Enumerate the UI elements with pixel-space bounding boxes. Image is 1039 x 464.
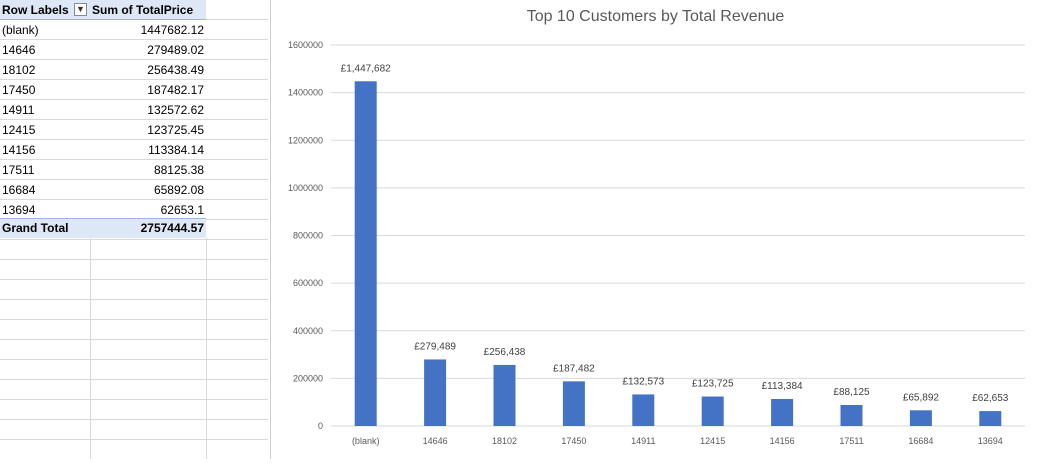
pivot-row-label[interactable]: 13694 [2, 203, 36, 217]
pivot-row-value[interactable]: 256438.49 [147, 63, 204, 77]
bar[interactable] [424, 359, 447, 426]
grid-line [0, 260, 268, 280]
y-tick-label: 1000000 [288, 183, 323, 193]
y-tick-label: 1200000 [288, 135, 323, 145]
pivot-row-label[interactable]: 17450 [2, 83, 36, 97]
chart-title: Top 10 Customers by Total Revenue [526, 8, 785, 25]
data-label: £65,892 [903, 392, 940, 403]
pivot-row-value[interactable]: 62653.1 [160, 203, 204, 217]
grid-line [0, 140, 268, 160]
data-label: £62,653 [972, 393, 1009, 404]
x-tick-label: 18102 [492, 436, 517, 446]
filter-sort-icon[interactable]: ▼ [74, 3, 87, 16]
grid-line [0, 220, 268, 240]
bar-chart: 0 200000 400000 600000 800000 1000000 1200000 1… [288, 40, 1025, 446]
pivot-row-value[interactable]: 88125.38 [153, 163, 204, 177]
x-tick-label: 12415 [700, 436, 725, 446]
grid-line [0, 360, 268, 380]
grid-column-line [90, 238, 91, 459]
bar[interactable] [701, 396, 724, 426]
row-labels-header[interactable]: Row Labels [2, 3, 69, 17]
grid-line [0, 180, 268, 200]
grid-line [0, 320, 268, 340]
bar[interactable] [840, 405, 863, 426]
y-tick-label: 1600000 [288, 40, 323, 50]
grid-line [0, 420, 268, 440]
pivot-row-value[interactable]: 123725.45 [147, 123, 204, 137]
grid-line [0, 20, 268, 40]
bar[interactable] [771, 399, 794, 426]
y-tick-label: 600000 [293, 278, 323, 288]
data-label: £1,447,682 [341, 63, 391, 74]
pivot-header-row [0, 0, 206, 20]
grid-line [0, 380, 268, 400]
data-label: £88,125 [833, 387, 870, 398]
pivot-row-value[interactable]: 65892.08 [153, 183, 204, 197]
y-tick-label: 200000 [293, 373, 323, 383]
grid-line [0, 60, 268, 80]
data-label: £256,438 [484, 347, 526, 358]
pivot-row-value[interactable]: 113384.14 [148, 143, 204, 157]
bar[interactable] [909, 410, 932, 426]
y-tick-label: 400000 [293, 326, 323, 336]
x-tick-label: 17511 [839, 436, 863, 446]
grand-total-value: 2757444.57 [140, 221, 204, 235]
grand-total-row [0, 218, 206, 238]
data-label: £187,482 [553, 363, 595, 374]
x-tick-label: 13694 [978, 436, 1003, 446]
pivot-table: Row Labels ▼ Sum of TotalPrice (blank) 14… [0, 0, 268, 459]
pivot-row-value[interactable]: 1447682.12 [140, 23, 204, 37]
pivot-row-label[interactable]: 16684 [2, 183, 36, 197]
y-tick-label: 0 [318, 421, 323, 431]
x-tick-label: 17450 [561, 436, 586, 446]
bar[interactable] [632, 394, 655, 426]
grid-line [0, 160, 268, 180]
grid-line [0, 300, 268, 320]
pivot-row-label[interactable]: 17511 [2, 163, 35, 177]
sum-header[interactable]: Sum of TotalPrice [92, 3, 194, 17]
pivot-row-label[interactable]: 14646 [2, 43, 36, 57]
grid-line [0, 40, 268, 60]
data-label: £279,489 [414, 341, 456, 352]
grid-line [0, 400, 268, 420]
data-label: £123,725 [692, 379, 734, 390]
grid-line [0, 240, 268, 260]
pivot-row-label[interactable]: 12415 [2, 123, 36, 137]
x-tick-label: 14646 [423, 436, 448, 446]
pivot-row-label[interactable]: 14156 [2, 143, 36, 157]
data-label: £132,573 [622, 376, 664, 387]
pivot-row-value[interactable]: 187482.17 [147, 83, 204, 97]
grid-line [0, 80, 268, 100]
pivot-row-label[interactable]: 14911 [2, 103, 35, 117]
grid-line [0, 100, 268, 120]
grand-total-label: Grand Total [2, 221, 69, 235]
pivot-row-label[interactable]: 18102 [2, 63, 36, 77]
y-tick-label: 800000 [293, 231, 323, 241]
grid-line [0, 280, 268, 300]
bar[interactable] [354, 81, 377, 427]
bar[interactable] [979, 411, 1002, 426]
grid-column-line [206, 238, 207, 459]
pivot-row-value[interactable]: 279489.02 [147, 43, 204, 57]
x-tick-label: 16684 [908, 436, 933, 446]
pivot-row-label[interactable]: (blank) [2, 23, 39, 37]
grid-line [0, 340, 268, 360]
bar[interactable] [493, 364, 516, 426]
bar[interactable] [562, 381, 585, 426]
x-tick-label: 14156 [770, 436, 795, 446]
grid-line [0, 120, 268, 140]
x-tick-label: 14911 [631, 436, 655, 446]
data-label: £113,384 [762, 381, 803, 392]
pivot-row-value[interactable]: 132572.62 [147, 103, 204, 117]
chart-area[interactable]: Top 10 Customers by Total Revenue 0 20000… [270, 0, 1039, 459]
x-tick-label: (blank) [352, 436, 380, 446]
y-tick-label: 1400000 [288, 88, 323, 98]
